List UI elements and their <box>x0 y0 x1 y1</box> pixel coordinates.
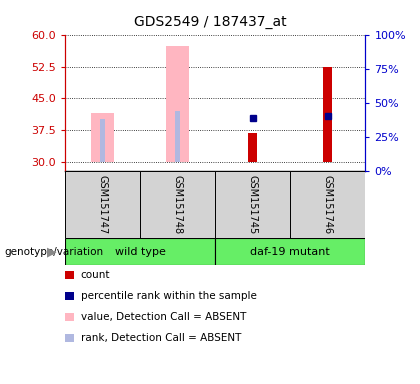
Bar <box>215 238 365 265</box>
Bar <box>92 113 114 162</box>
Bar <box>323 66 332 162</box>
Text: rank, Detection Call = ABSENT: rank, Detection Call = ABSENT <box>81 333 241 343</box>
Text: GSM151748: GSM151748 <box>173 175 183 234</box>
Bar <box>140 171 215 238</box>
Text: GSM151746: GSM151746 <box>323 175 333 234</box>
Bar <box>290 171 365 238</box>
Bar <box>248 132 257 162</box>
Bar <box>65 171 140 238</box>
Bar <box>65 238 215 265</box>
Bar <box>100 119 105 162</box>
Text: wild type: wild type <box>115 247 165 257</box>
Bar <box>175 111 181 162</box>
Text: GSM151745: GSM151745 <box>248 175 258 234</box>
Text: daf-19 mutant: daf-19 mutant <box>250 247 330 257</box>
Text: ▶: ▶ <box>47 245 57 258</box>
Text: value, Detection Call = ABSENT: value, Detection Call = ABSENT <box>81 312 246 322</box>
Text: GSM151747: GSM151747 <box>97 175 108 234</box>
Bar <box>215 171 290 238</box>
Text: count: count <box>81 270 110 280</box>
Bar <box>166 46 189 162</box>
Text: GDS2549 / 187437_at: GDS2549 / 187437_at <box>134 15 286 29</box>
Text: genotype/variation: genotype/variation <box>4 247 103 257</box>
Text: percentile rank within the sample: percentile rank within the sample <box>81 291 257 301</box>
